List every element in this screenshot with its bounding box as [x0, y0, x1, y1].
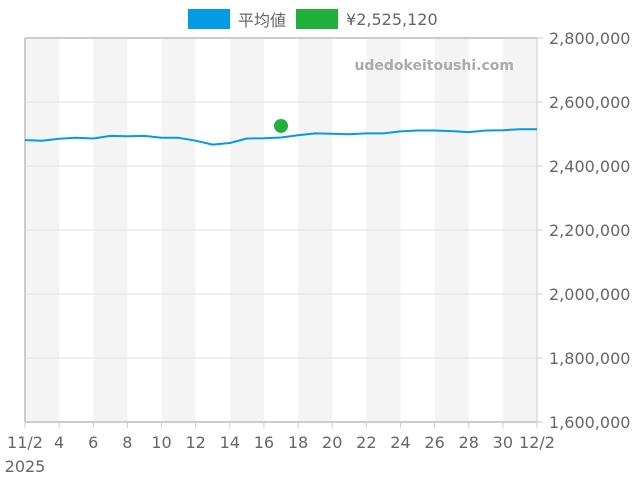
x-tick-label: 8 — [122, 433, 132, 452]
legend-item-current-price[interactable]: ¥2,525,120 — [296, 9, 438, 29]
x-tick-label: 11/2 — [7, 433, 43, 452]
x-axis-labels: 11/2 4 6 8 10 12 14 16 18 20 22 24 26 28 30 12/2 2025 — [5, 433, 555, 476]
x-year-label: 2025 — [5, 457, 46, 476]
current-price-point[interactable] — [274, 118, 288, 133]
y-axis-labels: 1,600,000 1,800,000 2,000,000 2,200,000 2,40… — [549, 29, 630, 432]
legend-label-average: 平均値 — [238, 11, 287, 30]
legend: 平均値 ¥2,525,120 — [188, 8, 448, 30]
y-tick-label: 1,600,000 — [549, 413, 630, 432]
series-lines — [24, 118, 537, 146]
y-tick-label: 2,400,000 — [549, 157, 630, 176]
y-tick-label: 1,800,000 — [549, 349, 630, 368]
x-tick-label: 18 — [288, 433, 308, 452]
legend-swatch-average — [188, 9, 230, 29]
x-tick-label: 24 — [390, 433, 410, 452]
x-tick-label: 12/2 — [519, 433, 555, 452]
y-tick-label: 2,800,000 — [549, 29, 630, 48]
x-tick-label: 12 — [185, 433, 205, 452]
x-tick-label: 14 — [220, 433, 240, 452]
y-tick-label: 2,200,000 — [549, 221, 630, 240]
x-tick-label: 22 — [356, 433, 376, 452]
x-tick-label: 20 — [322, 433, 342, 452]
x-tick-label: 6 — [88, 433, 98, 452]
axes — [24, 37, 538, 428]
x-tick-label: 26 — [424, 433, 444, 452]
legend-swatch-current-price — [296, 9, 339, 29]
x-tick-label: 28 — [459, 433, 479, 452]
x-tick-label: 10 — [151, 433, 171, 452]
x-tick-label: 4 — [54, 433, 64, 452]
y-tick-label: 2,600,000 — [549, 93, 630, 112]
legend-label-current-price: ¥2,525,120 — [346, 9, 438, 29]
y-tick-label: 2,000,000 — [549, 285, 630, 304]
x-tick-label: 30 — [493, 433, 513, 452]
watermark: udedokeitoushi.com — [354, 58, 514, 74]
x-tick-label: 16 — [254, 433, 274, 452]
legend-item-average[interactable]: 平均値 — [188, 7, 286, 31]
average-price-line — [24, 128, 537, 146]
